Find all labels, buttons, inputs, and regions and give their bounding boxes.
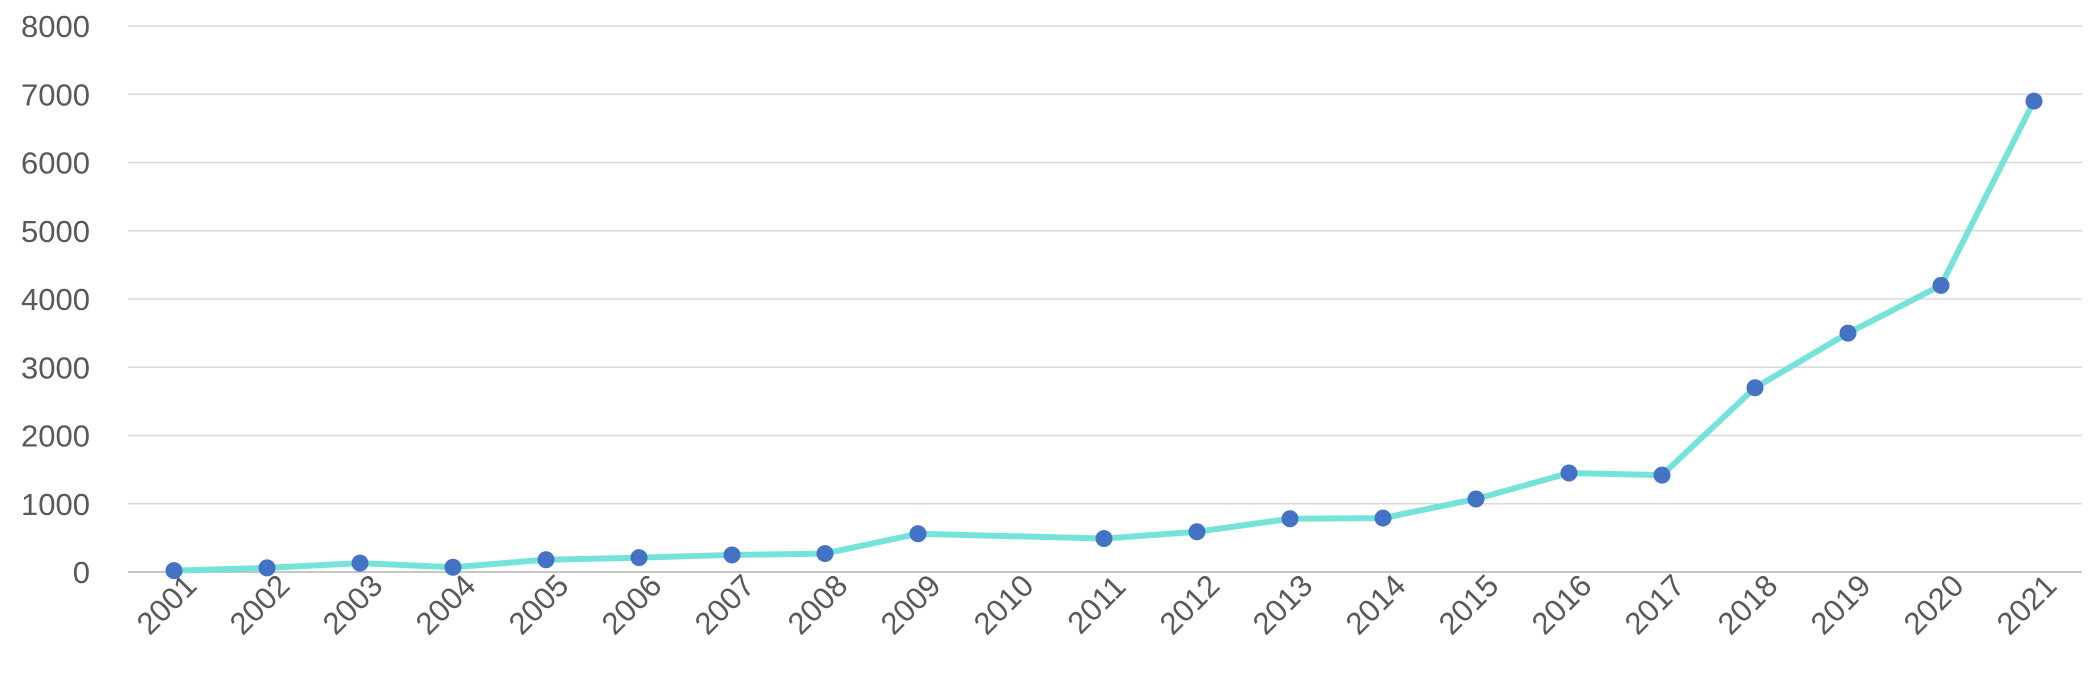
data-point <box>351 554 369 572</box>
x-tick-label: 2011 <box>1061 569 1133 641</box>
series-line-layer <box>171 98 2037 574</box>
y-tick-label: 1000 <box>21 487 90 522</box>
data-point <box>1095 530 1113 548</box>
y-tick-label: 5000 <box>21 214 90 249</box>
y-tick-label: 3000 <box>21 350 90 385</box>
data-point <box>1839 324 1857 342</box>
data-point <box>1467 490 1485 508</box>
data-point <box>2025 92 2043 110</box>
data-point-layer <box>165 92 2043 580</box>
y-tick-label: 7000 <box>21 77 90 112</box>
data-point <box>723 546 741 564</box>
data-point <box>816 545 834 563</box>
data-point <box>1932 276 1950 294</box>
x-tick-label: 2019 <box>1804 568 1878 642</box>
x-tick-label: 2004 <box>409 568 483 642</box>
data-point <box>1281 510 1299 528</box>
x-tick-label: 2016 <box>1525 568 1599 642</box>
x-axis-tick-labels: 2001 2002 2003 2004 2005 2006 2007 2008 2009 2010… <box>130 568 2064 642</box>
x-tick-label: 2006 <box>595 568 669 642</box>
y-tick-label: 8000 <box>21 9 90 44</box>
data-point <box>165 562 183 580</box>
data-point <box>258 559 276 577</box>
data-point <box>630 549 648 567</box>
x-tick-label: 2013 <box>1246 568 1320 642</box>
data-point <box>1374 509 1392 527</box>
x-tick-label: 2009 <box>874 568 948 642</box>
y-tick-label: 6000 <box>21 146 90 181</box>
data-point <box>909 525 927 543</box>
x-tick-label: 2021 <box>1990 568 2064 642</box>
gridlines <box>128 25 2082 573</box>
data-point <box>444 558 462 576</box>
x-tick-label: 2007 <box>688 568 762 642</box>
x-tick-label: 2017 <box>1618 568 1692 642</box>
x-tick-label: 2005 <box>502 568 576 642</box>
x-tick-label: 2008 <box>781 568 855 642</box>
x-tick-label: 2002 <box>223 568 297 642</box>
x-tick-label: 2015 <box>1432 568 1506 642</box>
x-tick-label: 2014 <box>1339 568 1413 642</box>
data-point <box>1746 379 1764 397</box>
y-tick-label: 0 <box>73 555 90 590</box>
data-point <box>1188 523 1206 541</box>
data-point <box>1653 466 1671 484</box>
data-point <box>537 551 555 569</box>
series-line <box>171 98 2037 574</box>
x-tick-label: 2020 <box>1897 568 1971 642</box>
y-axis-tick-labels: 0 1000 2000 3000 4000 5000 6000 7000 8000 <box>21 9 90 590</box>
x-tick-label: 2001 <box>130 568 204 642</box>
y-tick-label: 2000 <box>21 419 90 454</box>
x-tick-label: 2012 <box>1153 568 1227 642</box>
data-point <box>1560 464 1578 482</box>
x-tick-label: 2018 <box>1711 568 1785 642</box>
x-tick-label: 2010 <box>967 568 1041 642</box>
x-tick-label: 2003 <box>316 568 390 642</box>
y-tick-label: 4000 <box>21 282 90 317</box>
